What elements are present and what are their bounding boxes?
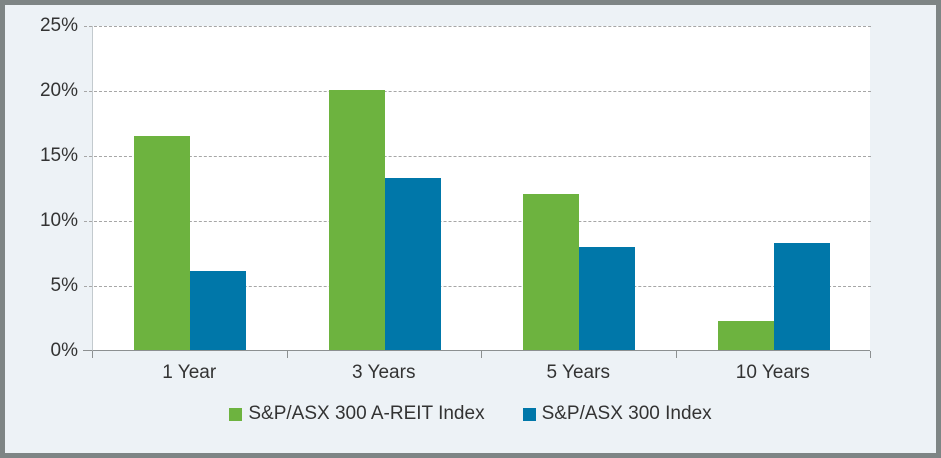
- bar-series1-5-years: [523, 194, 580, 350]
- x-axis-category-label: 1 Year: [162, 362, 217, 383]
- gridline: [84, 221, 871, 222]
- x-axis-tick: [870, 351, 871, 358]
- x-axis-tick: [92, 351, 93, 358]
- gridline: [84, 26, 871, 27]
- bar-series2-1-year: [190, 270, 247, 350]
- chart-legend: S&P/ASX 300 A-REIT Index S&P/ASX 300 Inde…: [5, 403, 936, 425]
- legend-item-2: S&P/ASX 300 Index: [522, 403, 712, 425]
- y-axis-tick-label: 5%: [50, 275, 78, 296]
- bar-series2-10-years: [773, 243, 830, 350]
- x-axis-tick: [481, 351, 482, 358]
- bar-series1-3-years: [328, 90, 385, 350]
- gridline: [84, 91, 871, 92]
- y-axis-tick-label: 0%: [50, 340, 78, 361]
- y-axis-tick-label: 20%: [39, 80, 78, 101]
- legend-item-1: S&P/ASX 300 A-REIT Index: [229, 403, 485, 425]
- x-axis-line-extension: [83, 350, 92, 351]
- bar-series1-1-year: [134, 135, 191, 350]
- bar-series2-3-years: [384, 178, 441, 350]
- y-axis-tick-label: 10%: [39, 210, 78, 231]
- x-axis-category-label: 10 Years: [735, 362, 810, 383]
- legend-swatch-icon: [229, 407, 243, 421]
- bar-series1-10-years: [717, 321, 774, 350]
- bar-series2-5-years: [579, 247, 636, 350]
- legend-swatch-icon: [522, 407, 536, 421]
- plot-area: [84, 26, 871, 351]
- y-axis-tick-label: 15%: [39, 145, 78, 166]
- x-axis-category-label: 5 Years: [546, 362, 610, 383]
- gridline: [84, 286, 871, 287]
- x-axis-tick: [675, 351, 677, 358]
- legend-label: S&P/ASX 300 Index: [541, 403, 712, 424]
- x-axis-tick: [286, 351, 288, 358]
- gridline: [84, 156, 871, 157]
- y-axis-tick-label: 25%: [39, 15, 78, 36]
- legend-label: S&P/ASX 300 A-REIT Index: [248, 403, 485, 424]
- x-axis-category-label: 3 Years: [352, 362, 416, 383]
